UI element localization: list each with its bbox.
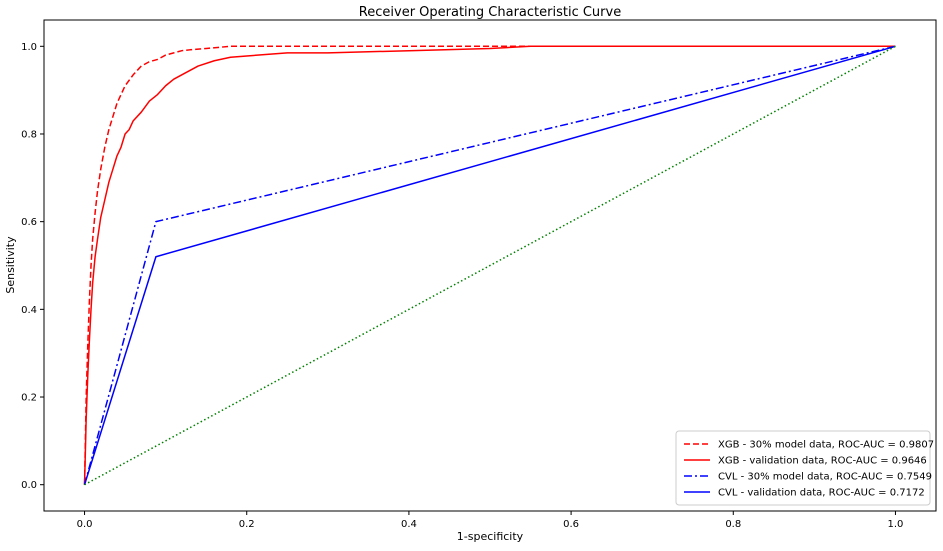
x-tick-label: 1.0 (888, 519, 904, 530)
legend-label: CVL - validation data, ROC-AUC = 0.7172 (718, 488, 925, 499)
y-tick-label: 1.0 (21, 42, 37, 53)
x-tick-label: 0.6 (563, 519, 579, 530)
y-tick-label: 0.0 (21, 480, 37, 491)
series-line-2 (83, 45, 896, 485)
legend-label: CVL - 30% model data, ROC-AUC = 0.7549 (718, 472, 932, 483)
y-tick-label: 0.8 (21, 129, 37, 140)
series-line-4 (83, 45, 896, 485)
legend-box (675, 430, 931, 506)
legend: XGB - 30% model data, ROC-AUC = 0.9807 XG… (675, 430, 934, 506)
x-tick-label: 0.8 (725, 519, 741, 530)
x-tick-label: 0.0 (77, 519, 93, 530)
y-tick-label: 0.2 (21, 393, 37, 404)
x-tick-label: 0.4 (401, 519, 417, 530)
chart-title: Receiver Operating Characteristic Curve (359, 5, 621, 20)
legend-label: XGB - 30% model data, ROC-AUC = 0.9807 (718, 440, 934, 451)
series-line-3 (83, 45, 896, 485)
legend-label: XGB - validation data, ROC-AUC = 0.9646 (718, 456, 927, 467)
series-line-1 (83, 45, 896, 485)
y-axis-label: Sensitivity (4, 236, 17, 294)
y-tick-label: 0.4 (21, 305, 37, 316)
x-tick-label: 0.2 (239, 519, 255, 530)
plot-frame (43, 19, 937, 512)
series-line-5 (84, 45, 896, 486)
x-axis-label: 1-specificity (457, 530, 524, 543)
y-tick-label: 0.6 (21, 217, 37, 228)
